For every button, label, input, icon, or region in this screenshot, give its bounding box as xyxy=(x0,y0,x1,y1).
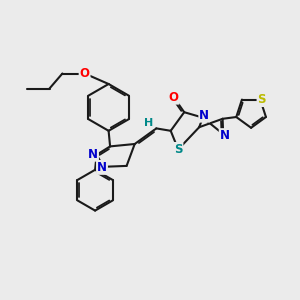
Text: N: N xyxy=(220,129,230,142)
Text: N: N xyxy=(199,109,209,122)
Text: N: N xyxy=(88,148,98,161)
Text: N: N xyxy=(97,161,107,174)
Text: S: S xyxy=(257,93,266,106)
Text: O: O xyxy=(80,67,90,80)
Text: H: H xyxy=(144,118,153,128)
Text: S: S xyxy=(174,143,182,156)
Text: O: O xyxy=(169,91,179,104)
